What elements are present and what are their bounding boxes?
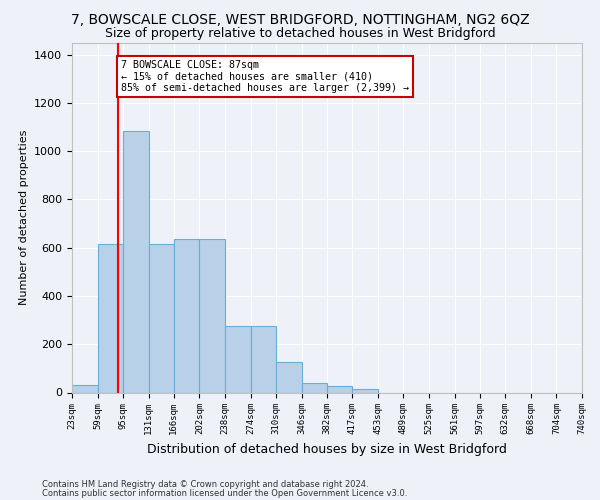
Bar xyxy=(276,362,302,392)
Bar xyxy=(72,386,98,392)
Text: Contains public sector information licensed under the Open Government Licence v3: Contains public sector information licen… xyxy=(42,488,407,498)
Bar xyxy=(174,239,199,392)
Bar xyxy=(98,244,123,392)
Bar xyxy=(251,326,276,392)
Bar xyxy=(352,389,378,392)
Bar xyxy=(149,244,174,392)
Bar xyxy=(225,326,251,392)
Y-axis label: Number of detached properties: Number of detached properties xyxy=(19,130,29,305)
Text: 7 BOWSCALE CLOSE: 87sqm
← 15% of detached houses are smaller (410)
85% of semi-d: 7 BOWSCALE CLOSE: 87sqm ← 15% of detache… xyxy=(121,60,409,93)
Bar xyxy=(199,239,225,392)
Text: 7, BOWSCALE CLOSE, WEST BRIDGFORD, NOTTINGHAM, NG2 6QZ: 7, BOWSCALE CLOSE, WEST BRIDGFORD, NOTTI… xyxy=(71,12,529,26)
Text: Contains HM Land Registry data © Crown copyright and database right 2024.: Contains HM Land Registry data © Crown c… xyxy=(42,480,368,489)
X-axis label: Distribution of detached houses by size in West Bridgford: Distribution of detached houses by size … xyxy=(147,443,507,456)
Bar xyxy=(328,386,352,392)
Text: Size of property relative to detached houses in West Bridgford: Size of property relative to detached ho… xyxy=(104,28,496,40)
Bar xyxy=(302,383,328,392)
Bar xyxy=(123,130,149,392)
